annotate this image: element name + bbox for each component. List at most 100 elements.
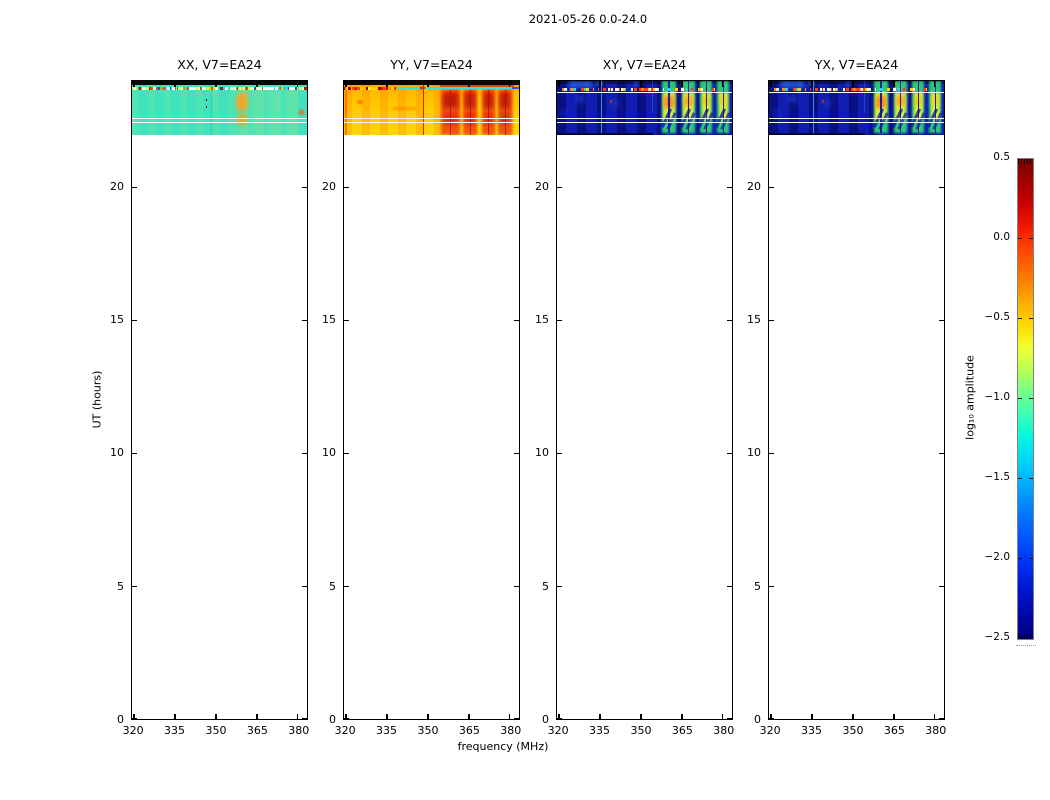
speckle — [369, 87, 373, 90]
heatmap-patch — [132, 81, 307, 85]
xtick-label: 320 — [547, 724, 569, 737]
xtick-top — [215, 81, 217, 87]
speckle — [253, 87, 255, 90]
heatmap-patch — [132, 84, 307, 135]
colorbar-tick-left — [1018, 317, 1022, 319]
heatmap-patch — [251, 89, 265, 135]
xtick-top — [893, 81, 895, 87]
heatmap-patch — [236, 93, 248, 111]
speckle — [189, 87, 192, 90]
panel-title-xy: XY, V7=EA24 — [602, 57, 687, 72]
heatmap-patch — [358, 100, 363, 104]
speckle — [620, 88, 624, 91]
speckle — [641, 88, 644, 91]
speckle — [204, 87, 207, 90]
ytick-label: 15 — [110, 313, 124, 326]
speckle — [153, 87, 156, 90]
xtick-label: 380 — [925, 724, 947, 737]
speckle — [819, 88, 822, 91]
speckle — [809, 88, 811, 91]
xtick-label: 320 — [122, 724, 144, 737]
speckle — [163, 87, 166, 90]
white-hline — [344, 121, 519, 124]
colorbar-tick-right — [1029, 317, 1033, 319]
speckle — [648, 88, 650, 91]
speckle — [851, 88, 854, 91]
ytick-right — [727, 319, 732, 321]
speckle — [387, 87, 388, 90]
speckle — [187, 87, 189, 90]
xtick-top — [558, 81, 560, 87]
xtick-top — [297, 81, 299, 87]
xtick-bottom — [174, 714, 176, 719]
xtick-top — [386, 81, 388, 87]
heatmap-patch — [822, 100, 824, 103]
speckle — [358, 87, 361, 90]
ytick-left — [769, 585, 774, 587]
speckle — [662, 88, 665, 91]
ytick-right — [514, 319, 519, 321]
heatmap-patch — [396, 86, 519, 90]
ytick-left — [769, 718, 774, 720]
speckle — [363, 87, 366, 90]
heatmap-patch — [781, 81, 804, 88]
heatmap-patch — [609, 87, 612, 90]
ytick-right — [514, 452, 519, 454]
xtick-label: 350 — [630, 724, 652, 737]
speckle — [248, 87, 252, 90]
xtick-top — [770, 81, 772, 87]
speckle — [832, 88, 836, 91]
xtick-top — [852, 81, 854, 87]
speckle — [643, 88, 646, 91]
speckle — [210, 87, 214, 90]
ytick-right — [302, 319, 307, 321]
speckle — [380, 87, 384, 90]
ytick-left — [344, 186, 349, 188]
xtick-top — [509, 81, 511, 87]
speckle — [652, 88, 655, 91]
ytick-label: 10 — [322, 446, 336, 460]
speckle — [391, 87, 394, 90]
heatmap-patch — [821, 87, 824, 90]
speckle — [372, 87, 375, 90]
heatmap-patch — [609, 99, 620, 107]
heatmap-patch — [600, 81, 602, 135]
speckle — [784, 88, 788, 91]
x-axis-label: frequency (MHz) — [457, 740, 549, 753]
speckle — [279, 87, 281, 90]
speckle — [277, 87, 280, 90]
speckle — [822, 88, 825, 91]
speckle — [259, 87, 262, 90]
speckle — [352, 87, 355, 90]
colorbar-tick-left — [1018, 557, 1022, 559]
xtick-bottom — [133, 714, 135, 719]
ytick-label: 5 — [329, 579, 336, 593]
colorbar-tick-left — [1018, 237, 1022, 239]
xtick-top — [468, 81, 470, 87]
heatmap-patch — [846, 81, 852, 87]
heatmap-patch — [344, 81, 519, 85]
panel-xy — [556, 80, 733, 720]
colorbar-tick-label: −1.5 — [984, 471, 1011, 483]
xtick-bottom — [934, 714, 936, 719]
speckle — [860, 88, 862, 91]
speckle — [857, 88, 861, 91]
heatmap-patch — [668, 81, 670, 133]
ytick-right — [939, 452, 944, 454]
ytick-left — [557, 452, 562, 454]
white-hline — [344, 117, 519, 120]
speckle — [287, 87, 290, 90]
heatmap-patch — [205, 98, 207, 101]
speckle — [804, 88, 807, 91]
speckle — [923, 88, 927, 91]
xtick-top — [934, 81, 936, 87]
heatmap-patch — [285, 89, 298, 135]
heatmap-patch — [705, 81, 707, 133]
speckle — [853, 88, 856, 91]
speckle — [239, 87, 242, 90]
speckle — [836, 88, 839, 91]
ytick-left — [132, 319, 137, 321]
speckle — [144, 87, 147, 90]
speckle — [236, 87, 238, 90]
